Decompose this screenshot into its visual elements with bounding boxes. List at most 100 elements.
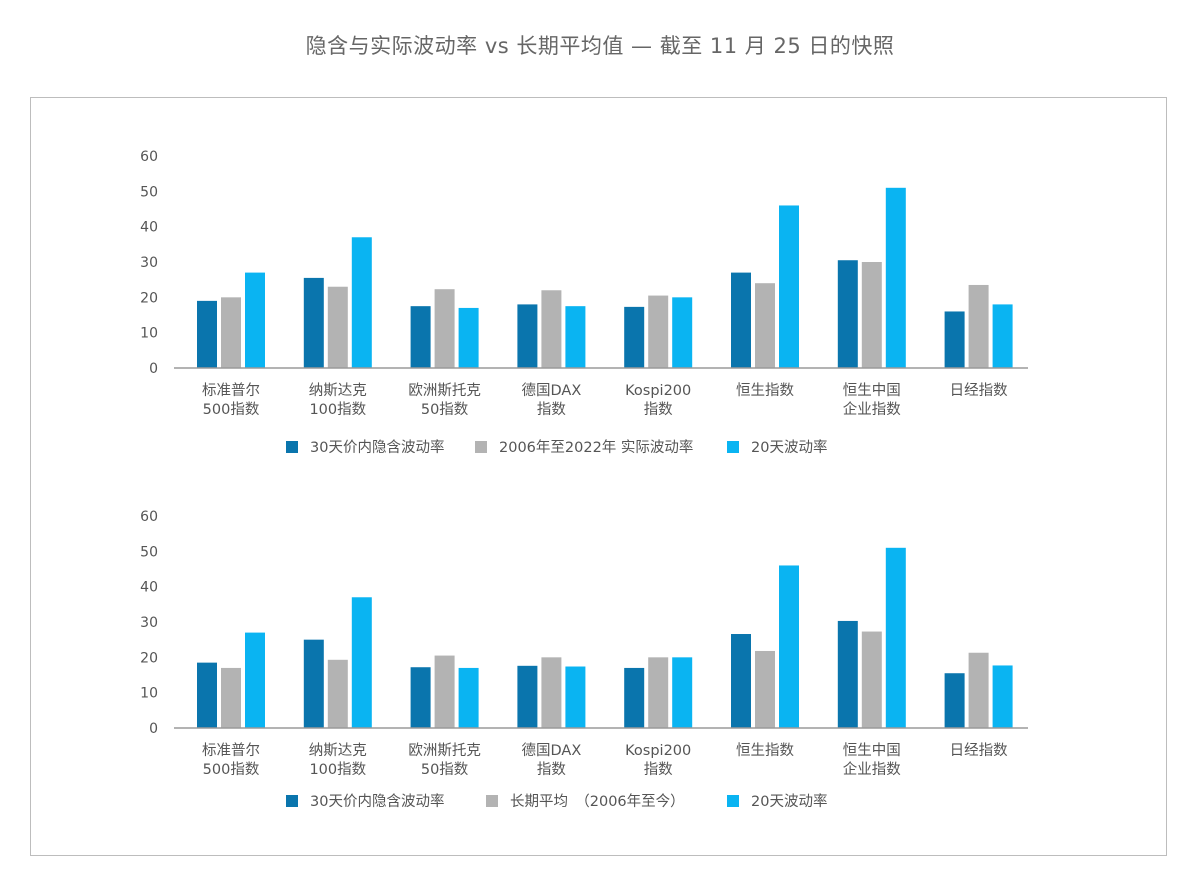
bar-series-3 (672, 297, 693, 368)
category-label: 日经指数 (950, 382, 1008, 399)
bar-series-2 (648, 295, 669, 368)
category-label: 德国DAX (522, 382, 582, 399)
category-label: 纳斯达克 (309, 382, 367, 399)
bar-series-3 (458, 307, 479, 368)
bar-series-1 (197, 300, 217, 368)
y-tick-label: 50 (140, 184, 158, 200)
legend-swatch-1 (286, 795, 298, 807)
legend-swatch-2 (486, 795, 498, 807)
bar-series-3 (779, 565, 799, 728)
y-tick-label: 40 (140, 220, 158, 236)
bar-series-3 (992, 665, 1013, 728)
legend-label-1: 30天价内隐含波动率 (310, 439, 444, 456)
legend-swatch-3 (727, 441, 739, 453)
category-label: 50指数 (421, 401, 469, 418)
bar-series-2 (861, 262, 882, 368)
category-label: Kospi200 (625, 743, 691, 759)
category-label: 企业指数 (843, 760, 901, 778)
bar-series-1 (303, 277, 324, 368)
y-tick-label: 10 (140, 326, 158, 342)
bar-series-1 (410, 667, 431, 728)
bar-series-2 (968, 284, 989, 368)
bar-series-1 (197, 662, 217, 728)
category-label: Kospi200 (625, 383, 691, 399)
bar-series-3 (245, 632, 265, 728)
bar-series-3 (351, 237, 372, 368)
bar-series-1 (410, 306, 431, 368)
bar-series-3 (992, 304, 1013, 368)
y-tick-label: 0 (149, 721, 158, 737)
bar-series-1 (837, 260, 858, 368)
category-label: 500指数 (203, 401, 260, 418)
y-tick-label: 60 (140, 149, 158, 165)
bar-series-2 (968, 652, 989, 728)
bar-series-2 (541, 657, 562, 728)
category-label: 指数 (537, 401, 566, 418)
category-label: 恒生指数 (736, 382, 794, 399)
bar-series-1 (517, 304, 538, 368)
bar-series-1 (731, 272, 751, 368)
bar-series-3 (245, 272, 265, 368)
category-label: 欧洲斯托克 (408, 382, 481, 399)
bar-series-2 (327, 659, 348, 728)
bar-series-1 (624, 306, 645, 368)
bar-series-1 (303, 639, 324, 728)
y-tick-label: 30 (140, 615, 158, 631)
category-label: 恒生中国 (843, 382, 901, 399)
bar-series-1 (944, 311, 965, 368)
legend-label-2: 2006年至2022年 实际波动率 (499, 439, 693, 456)
category-label: 日经指数 (950, 742, 1008, 759)
y-tick-label: 10 (140, 686, 158, 702)
bar-series-3 (885, 547, 906, 728)
bar-series-3 (672, 657, 693, 728)
category-label: 恒生中国 (843, 742, 901, 759)
y-tick-label: 60 (140, 509, 158, 525)
category-label: 100指数 (309, 761, 366, 778)
category-label: 欧洲斯托克 (408, 742, 481, 759)
bar-series-1 (837, 620, 858, 728)
y-tick-label: 40 (140, 580, 158, 596)
bar-series-3 (885, 187, 906, 368)
page-title: 隐含与实际波动率 vs 长期平均值 — 截至 11 月 25 日的快照 (305, 34, 895, 58)
category-label: 指数 (644, 401, 673, 418)
legend-label-3: 20天波动率 (751, 439, 827, 456)
bar-series-3 (458, 667, 479, 728)
bar-series-2 (755, 650, 775, 728)
legend-label-2: 长期平均 （2006年至今） (510, 793, 685, 810)
legend-label-1: 30天价内隐含波动率 (310, 793, 444, 810)
bar-series-3 (779, 205, 799, 368)
category-label: 德国DAX (522, 742, 582, 759)
bar-series-2 (221, 667, 241, 728)
bar-series-3 (351, 597, 372, 728)
bar-series-2 (541, 290, 562, 368)
legend-swatch-2 (475, 441, 487, 453)
chart-implied-vs-longterm: 0 10 20 30 40 50 60 标准普尔 500指数 纳斯达克 100指数 欧洲斯托克 50指数… (140, 509, 1028, 810)
category-label: 纳斯达克 (309, 742, 367, 759)
category-label: 500指数 (203, 761, 260, 778)
category-label: 指数 (537, 761, 566, 778)
chart-implied-vs-realized: 0 10 20 30 40 50 60 标准普尔 500指数 纳斯达克 100指数 欧洲斯托克 50指数… (140, 149, 1028, 456)
category-label: 100指数 (309, 401, 366, 418)
legend-label-3: 20天波动率 (751, 793, 827, 810)
bar-series-3 (565, 666, 586, 728)
bar-series-1 (624, 667, 645, 728)
y-tick-label: 0 (149, 361, 158, 377)
category-label: 企业指数 (843, 400, 901, 418)
category-label: 50指数 (421, 761, 469, 778)
chart-frame (30, 97, 1167, 856)
category-label: 恒生指数 (736, 742, 794, 759)
legend-swatch-3 (727, 795, 739, 807)
bar-series-3 (565, 306, 586, 368)
y-tick-label: 20 (140, 290, 158, 306)
bar-series-2 (648, 657, 669, 728)
bar-series-1 (517, 665, 538, 728)
legend-swatch-1 (286, 441, 298, 453)
y-tick-label: 30 (140, 255, 158, 271)
bar-series-1 (944, 673, 965, 728)
bar-series-2 (434, 655, 455, 728)
y-tick-label: 20 (140, 650, 158, 666)
category-label: 标准普尔 (202, 382, 260, 399)
y-tick-label: 50 (140, 544, 158, 560)
category-label: 指数 (644, 761, 673, 778)
bar-series-1 (731, 634, 751, 728)
